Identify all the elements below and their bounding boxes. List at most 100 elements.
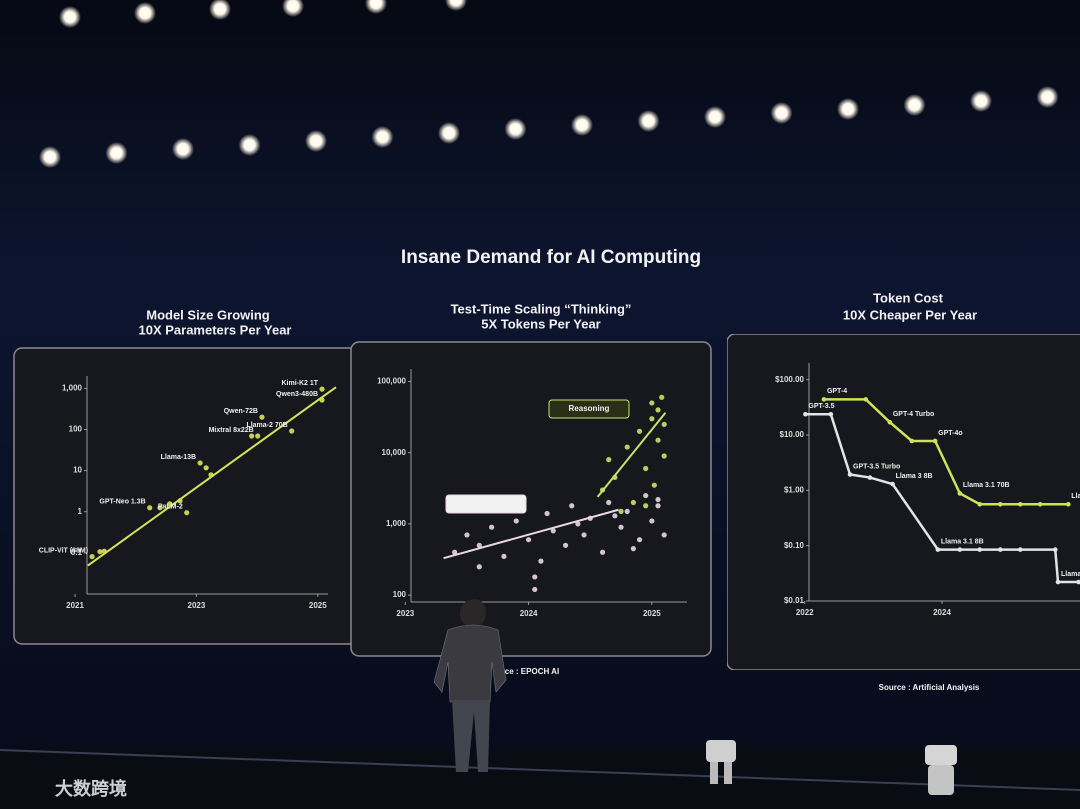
point-label: Llama 4 Ma xyxy=(1071,493,1080,500)
x-tick-label: 2025 xyxy=(309,601,327,610)
data-point xyxy=(655,503,661,509)
point-label: GPT-4 xyxy=(827,388,847,395)
trend-line xyxy=(596,412,667,498)
point-label: CLIP-ViT (88M) xyxy=(39,547,88,554)
point-label: GPT-4o xyxy=(938,430,963,437)
chart-subtitle: 10X Parameters Per Year xyxy=(139,322,292,337)
y-tick-label: $100.00 xyxy=(775,375,804,384)
data-point xyxy=(636,537,643,543)
y-tick-label: 100,000 xyxy=(377,377,406,386)
y-tick-label: 100 xyxy=(69,425,83,434)
stage-light xyxy=(282,0,304,17)
x-tick-label: 2022 xyxy=(796,608,814,617)
point-label: GPT-3.5 xyxy=(808,403,834,410)
data-point xyxy=(803,411,808,417)
y-tick-label: $1.00 xyxy=(784,485,805,494)
data-point xyxy=(977,501,983,507)
stage-edge xyxy=(0,749,1080,791)
y-tick-label: 1,000 xyxy=(386,519,407,528)
data-point xyxy=(1037,501,1043,507)
chart-title: Test-Time Scaling “Thinking” xyxy=(451,301,632,316)
legend-label: Reasoning xyxy=(569,404,610,413)
point-label: Kimi-K2 1T xyxy=(281,380,318,387)
source: Source : Artificial Analysis xyxy=(879,683,980,692)
trend-line xyxy=(87,386,337,567)
stage-light xyxy=(134,2,156,24)
data-point xyxy=(550,528,556,534)
chart: $100.00 $10.00 $1.00 $0.10 $0.01 2022 2024 GPT-… xyxy=(727,334,1080,670)
data-point xyxy=(957,491,963,496)
data-point xyxy=(624,444,630,450)
data-point xyxy=(89,554,95,560)
stage-light xyxy=(59,6,81,28)
data-point xyxy=(935,547,941,552)
y-tick-label: 0.1 xyxy=(71,548,83,557)
data-point xyxy=(612,513,618,519)
y-tick-label: 100 xyxy=(393,590,407,599)
stage-light xyxy=(209,0,231,20)
data-point xyxy=(649,416,655,422)
stage-light xyxy=(445,0,467,11)
data-point xyxy=(184,510,190,516)
data-point xyxy=(599,549,606,555)
point-label: Llama-2 70B xyxy=(246,422,287,429)
data-point xyxy=(1065,501,1071,507)
data-point xyxy=(643,465,649,472)
charts: 0.1 1 10 100 1,000 2021 2023 2025 CLIP-ViT (88M)… xyxy=(13,290,1080,670)
data-point xyxy=(655,407,661,413)
data-point xyxy=(532,574,538,580)
point-label: Qwen3-480B xyxy=(276,391,318,398)
stage-floor xyxy=(0,748,1080,809)
data-point xyxy=(630,545,636,552)
data-point xyxy=(249,433,255,439)
data-point xyxy=(661,453,667,459)
data-point xyxy=(501,553,507,559)
source: urce : EPOCH AI xyxy=(497,667,559,676)
data-point xyxy=(259,414,265,420)
data-point xyxy=(289,428,295,434)
data-point xyxy=(97,549,103,555)
y-tick-label: 1 xyxy=(78,507,83,516)
chart-title: Model Size Growing xyxy=(146,307,270,322)
data-point xyxy=(618,508,624,514)
stage-light xyxy=(438,122,460,144)
stage-light xyxy=(970,90,992,112)
stage-light xyxy=(571,114,593,136)
data-point xyxy=(1055,579,1061,585)
data-point xyxy=(863,397,869,402)
data-point xyxy=(659,394,665,400)
data-point xyxy=(618,524,624,530)
legend-label: Non-Reasoning xyxy=(456,499,515,508)
data-point xyxy=(651,482,657,488)
data-point xyxy=(828,411,834,417)
robot xyxy=(925,745,957,795)
stage-lights xyxy=(39,0,1059,168)
x-tick-label: 2024 xyxy=(520,609,538,618)
chart-subtitle: 10X Cheaper Per Year xyxy=(843,307,977,322)
data-point xyxy=(476,542,482,548)
data-point xyxy=(909,438,915,444)
stage-light xyxy=(365,0,387,14)
data-point xyxy=(977,547,983,552)
data-point xyxy=(1017,547,1023,552)
data-point xyxy=(643,492,649,499)
data-point xyxy=(464,532,470,538)
data-point xyxy=(887,419,893,425)
data-point xyxy=(821,397,827,402)
data-point xyxy=(847,472,853,477)
point-label: Llama 3.1 70B xyxy=(963,482,1010,489)
slide-title: Insane Demand for AI Computing xyxy=(401,247,701,268)
y-tick-label: $0.01 xyxy=(784,596,805,605)
trend-line xyxy=(443,508,619,560)
y-tick-label: 1,000 xyxy=(62,383,83,392)
point-label: Mixtral 8x22B xyxy=(209,427,254,434)
robot xyxy=(706,740,736,784)
data-point xyxy=(655,496,661,503)
stage-light xyxy=(770,102,793,124)
data-point xyxy=(525,537,532,543)
legend-box xyxy=(445,494,527,514)
x-tick-label: 2021 xyxy=(66,601,84,610)
data-point xyxy=(1017,501,1023,507)
stage-light xyxy=(903,94,926,116)
chart-title: Token Cost xyxy=(873,290,943,305)
